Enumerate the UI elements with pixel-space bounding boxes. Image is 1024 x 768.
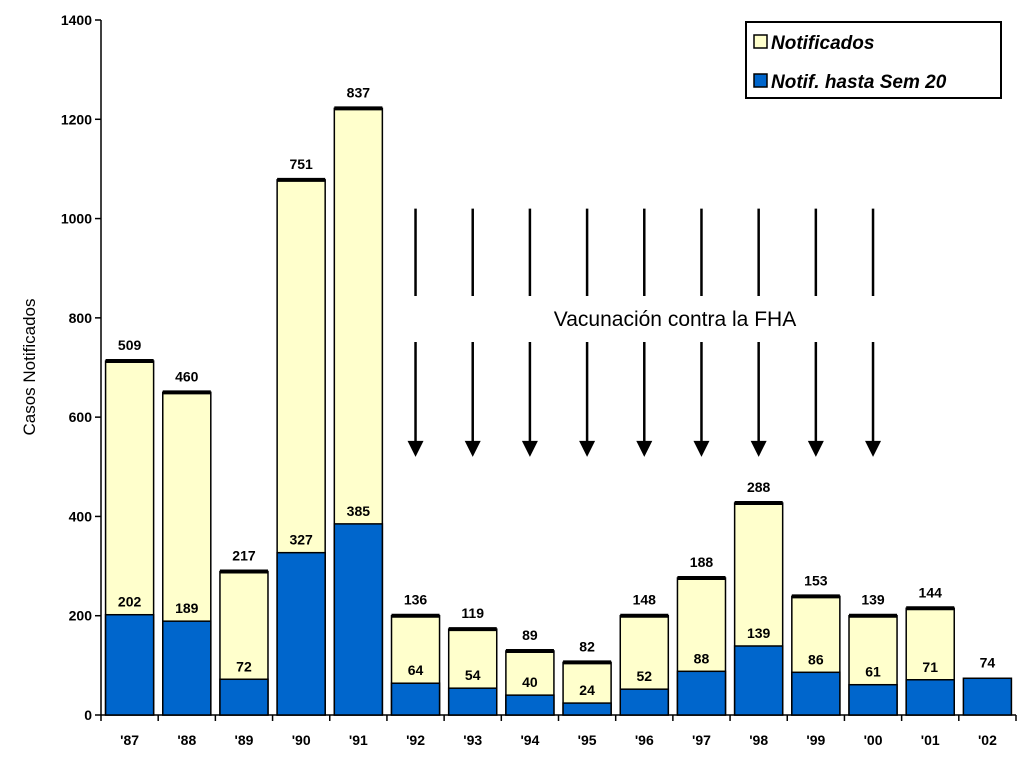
label-notificados: 460 [175,368,199,384]
y-tick-label: 400 [69,508,93,524]
vaccination-arrowhead [807,440,824,457]
bar-notif-hasta-sem-20 [619,688,670,716]
bars [104,106,1013,716]
label-notificados: 153 [804,572,828,588]
vaccination-arrowhead [865,440,882,457]
y-tick-label: 1400 [61,12,92,28]
vaccination-arrowhead [579,440,596,457]
x-tick-label: '96 [635,732,654,748]
bar-notif-hasta-sem-20 [733,645,784,716]
bar-notif-hasta-sem-20 [848,683,898,716]
y-tick-label: 600 [69,409,93,425]
label-notif-hasta-sem-20: 72 [236,658,252,674]
legend-label-notif-hasta-sem-20: Notif. hasta Sem 20 [771,72,947,93]
label-notificados: 74 [980,654,996,670]
bar-notif-hasta-sem-20 [562,702,612,716]
y-axis-title: Casos Notificados [20,298,39,435]
vaccination-arrowhead [750,440,767,457]
label-notif-hasta-sem-20: 40 [522,674,538,690]
label-notif-hasta-sem-20: 71 [922,659,938,675]
label-notif-hasta-sem-20: 52 [636,668,652,684]
label-notif-hasta-sem-20: 88 [694,650,710,666]
x-tick-label: '93 [463,732,482,748]
bar-notif-hasta-sem-20 [104,613,155,716]
bar-notif-hasta-sem-20 [505,694,555,716]
data-labels: 509 202 460 189 217 72 751 327 837 385 136 64 119 54 8… [118,84,995,698]
legend-box [745,21,1002,99]
label-notificados: 837 [347,84,371,100]
x-tick-label: '87 [120,732,139,748]
y-tick-label: 200 [69,608,93,624]
x-tick-label: '91 [349,732,368,748]
bar-notif-hasta-sem-20 [162,620,212,716]
x-tick-label: '02 [978,732,997,748]
vaccination-arrowhead [693,440,710,457]
x-tick-label: '99 [806,732,825,748]
bar-notif-hasta-sem-20 [447,687,498,716]
legend-swatch-notif-hasta-sem-20 [753,73,768,88]
label-notif-hasta-sem-20: 189 [175,600,199,616]
bar-notif-hasta-sem-20 [962,677,1013,716]
bar-notif-hasta-sem-20 [219,678,269,716]
x-axis: '87 '88 '89 '90 '91 '92 '93 '94 '95 '96 '97 '98 '99 '… [100,714,1017,748]
bar-notif-hasta-sem-20 [333,523,384,716]
label-notif-hasta-sem-20: 385 [347,503,371,519]
legend-label-notificados: Notificados [771,33,874,54]
label-notificados: 751 [289,156,313,172]
y-axis: 0 200 400 600 800 1000 1200 1400 [61,12,102,723]
bar-notif-hasta-sem-20 [276,551,326,716]
y-tick-label: 1000 [61,211,92,227]
vaccination-arrows [407,208,882,457]
legend: Notificados Notif. hasta Sem 20 [745,21,1002,99]
label-notificados: 217 [232,548,256,564]
legend-swatch-notificados [753,34,768,49]
bar-notif-hasta-sem-20 [676,670,727,716]
bar-notif-hasta-sem-20 [905,679,955,716]
x-tick-label: '92 [406,732,425,748]
label-notificados: 144 [919,584,943,600]
x-tick-label: '95 [578,732,597,748]
x-tick-label: '89 [235,732,254,748]
label-notificados: 119 [461,605,484,621]
vaccination-annotation: Vacunación contra la FHA [554,308,796,331]
label-notificados: 148 [633,592,657,608]
label-notif-hasta-sem-20: 202 [118,594,142,610]
label-notificados: 89 [522,627,538,643]
vaccination-arrowhead [636,440,653,457]
x-tick-label: '90 [292,732,311,748]
label-notif-hasta-sem-20: 61 [865,664,881,680]
bar-notif-hasta-sem-20 [791,671,841,716]
label-notif-hasta-sem-20: 54 [465,667,481,683]
label-notificados: 139 [861,592,885,608]
x-tick-label: '00 [864,732,883,748]
label-notificados: 82 [579,638,595,654]
label-notif-hasta-sem-20: 64 [408,662,424,678]
y-tick-label: 800 [69,310,93,326]
vaccination-arrowhead [407,440,424,457]
label-notif-hasta-sem-20: 139 [747,625,771,641]
x-tick-label: '94 [520,732,539,748]
y-tick-label: 1200 [61,111,92,127]
x-tick-label: '98 [749,732,768,748]
label-notificados: 136 [404,592,428,608]
label-notif-hasta-sem-20: 24 [579,682,595,698]
x-tick-label: '97 [692,732,711,748]
label-notif-hasta-sem-20: 86 [808,651,824,667]
vaccination-arrowhead [464,440,481,457]
label-notificados: 288 [747,479,771,495]
vaccination-arrowhead [521,440,538,457]
bar-notif-hasta-sem-20 [390,682,441,716]
label-notif-hasta-sem-20: 327 [289,532,313,548]
y-tick-label: 0 [84,707,92,723]
label-notificados: 188 [690,554,714,570]
x-tick-label: '01 [921,732,940,748]
x-tick-label: '88 [177,732,196,748]
label-notificados: 509 [118,337,142,353]
